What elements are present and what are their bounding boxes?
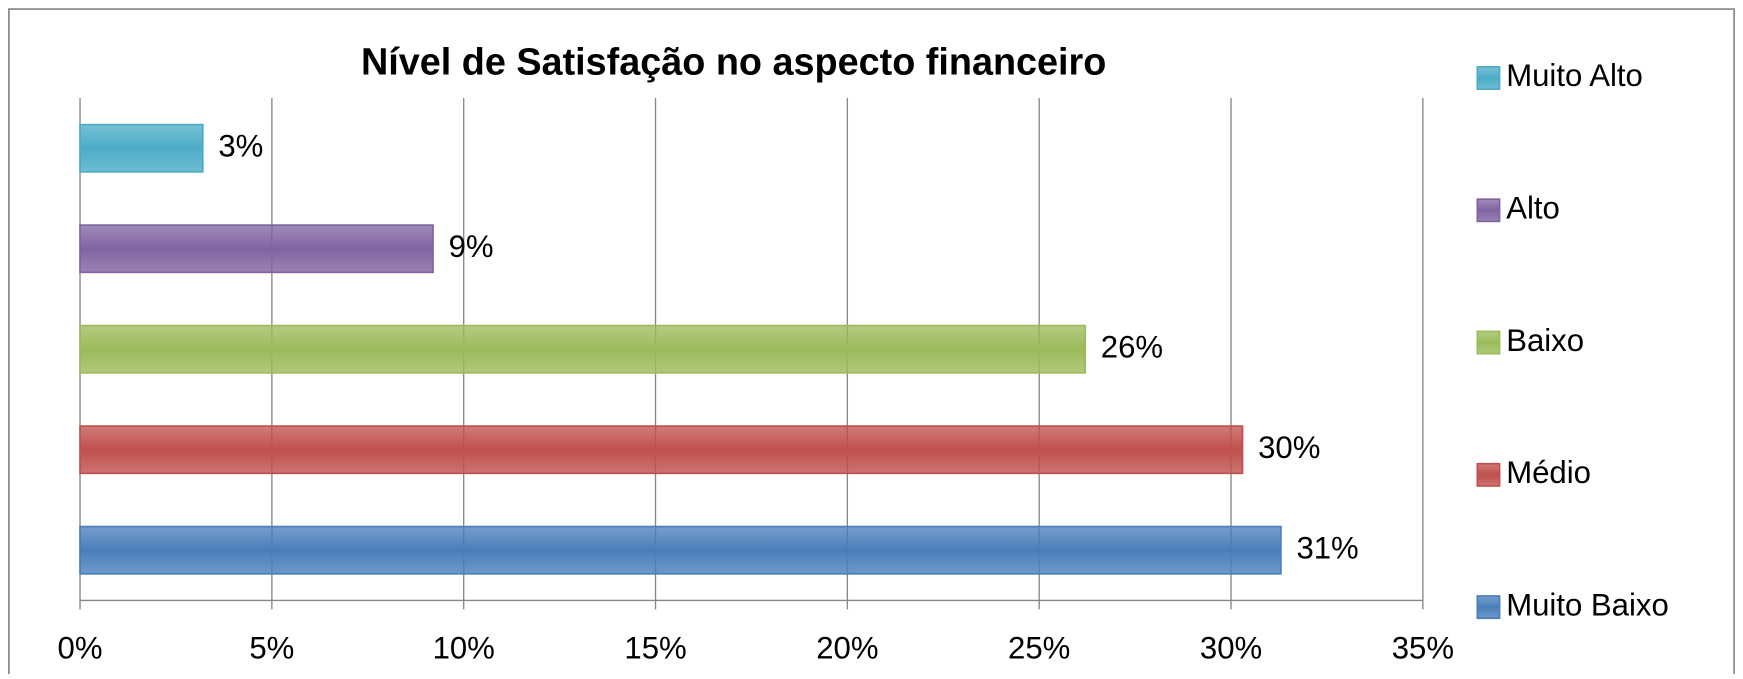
bar [79,425,1244,475]
data-label: 3% [218,128,263,163]
legend-swatch [1476,595,1501,620]
data-label: 31% [1296,530,1358,565]
x-tick-label: 5% [249,631,294,666]
data-label: 30% [1258,430,1320,465]
bar [79,224,434,274]
x-tick-label: 20% [816,631,878,666]
legend-swatch [1476,462,1501,487]
legend-swatch [1476,66,1501,90]
legend-label: Alto [1506,190,1560,225]
legend-label: Muito Alto [1506,58,1643,93]
x-tick-label: 35% [1392,631,1454,666]
legend-label: Muito Baixo [1506,587,1669,622]
bar [79,525,1282,575]
x-tick-label: 10% [433,631,495,666]
x-tick-label: 30% [1200,631,1262,666]
chart-title: Nível de Satisfação no aspecto financeir… [361,42,1106,84]
data-label: 26% [1101,329,1163,364]
x-tick-label: 0% [58,631,103,666]
data-label: 9% [449,229,494,264]
bar [79,123,204,173]
x-tick-label: 15% [624,631,686,666]
legend-swatch [1476,330,1501,355]
x-tick-label: 25% [1008,631,1070,666]
legend-label: Médio [1506,455,1591,490]
legend-label: Baixo [1506,323,1584,358]
bar [79,324,1087,374]
legend-swatch [1476,198,1501,223]
